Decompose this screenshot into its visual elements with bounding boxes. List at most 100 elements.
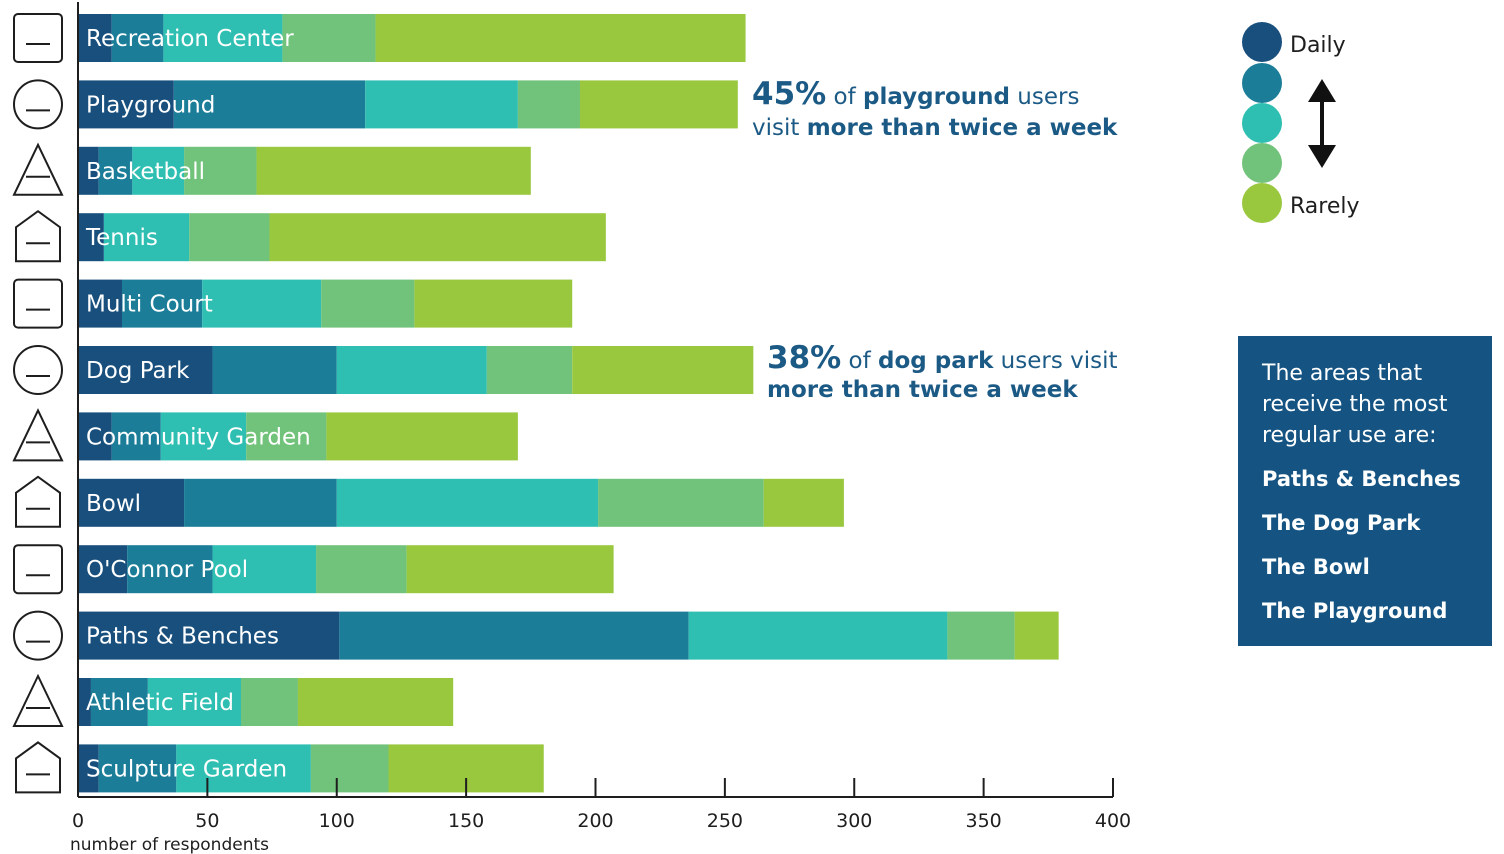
bar-segment: [212, 346, 337, 394]
bar-category-label: Playground: [86, 92, 215, 118]
x-tick-label: 100: [319, 810, 355, 832]
bar-segment: [321, 279, 415, 328]
bar-segment: [336, 478, 599, 527]
multi-court-icon: [13, 278, 63, 329]
bar-segment: [160, 412, 247, 461]
info-box-item: The Bowl: [1262, 555, 1370, 579]
annotation-playground-line1: 45% of playground users: [752, 76, 1079, 112]
playground-icon: [13, 79, 63, 130]
tennis-icon: [15, 209, 61, 263]
x-ticks-layer: 0 50 100 150 200 250 300 350 400: [72, 778, 1131, 832]
bar-segment: [406, 545, 614, 594]
bar-segment: [90, 678, 148, 726]
bar-segment: [310, 744, 389, 793]
legend-swatch-1: [1242, 22, 1282, 62]
bar-segment: [326, 412, 518, 461]
x-tick-label: 150: [448, 810, 484, 832]
bar-segment: [78, 14, 112, 62]
info-box-item: The Dog Park: [1262, 511, 1421, 535]
x-tick-label: 300: [836, 810, 872, 832]
sculpture-garden-icon: [15, 741, 61, 794]
bar-segment: [269, 213, 606, 262]
bar-segment: [947, 611, 1015, 660]
paths-benches-icon: [13, 610, 63, 661]
bar-segment: [78, 678, 91, 726]
x-tick-label: 200: [577, 810, 613, 832]
x-tick-label: 50: [195, 810, 219, 832]
annotation-dogpark: 38% of dog park users visit more than tw…: [767, 340, 1118, 403]
bar-segment: [78, 146, 99, 195]
bar-segment: [78, 213, 104, 262]
dog-park-icon: [13, 345, 63, 395]
bar-category-label: Athletic Field: [86, 690, 234, 716]
bar-category-label: Community Garden: [86, 424, 311, 450]
bar-segment: [256, 146, 531, 195]
bowl-icon: [15, 475, 61, 528]
bar-segment: [103, 213, 190, 262]
info-box-intro: The areas that receive the most regular …: [1262, 358, 1482, 451]
bar-segment: [297, 678, 454, 726]
bar-category-label: Multi Court: [86, 292, 213, 318]
icons-layer: [12, 13, 64, 794]
bar-segment: [78, 545, 128, 594]
bar-segment: [111, 14, 164, 62]
bar-segment: [202, 279, 322, 328]
info-box-intro-line1: The areas that: [1262, 361, 1423, 386]
bar-segment: [78, 279, 122, 328]
bar-segment: [184, 146, 257, 195]
bar-segment: [339, 611, 689, 660]
bar-segment: [375, 14, 746, 62]
x-tick-label: 0: [72, 810, 84, 832]
annotation-dogpark-line2: more than twice a week: [767, 377, 1078, 403]
annotation-playground-line2: visit more than twice a week: [752, 115, 1118, 141]
bar-segment: [282, 14, 376, 62]
bar-segment: [78, 744, 99, 793]
bar-segment: [189, 213, 270, 262]
bar-segment: [572, 346, 754, 394]
legend-daily-label: Daily: [1290, 33, 1346, 58]
legend-rarely-label: Rarely: [1290, 194, 1360, 219]
x-tick-label: 400: [1095, 810, 1131, 832]
bar-category-label: Paths & Benches: [86, 624, 279, 650]
x-axis-title: number of respondents: [70, 835, 269, 854]
bar-segment: [98, 744, 177, 793]
bar-segment: [414, 279, 573, 328]
bar-segment: [246, 412, 327, 461]
bar-segment: [176, 744, 311, 793]
x-tick-label: 350: [965, 810, 1001, 832]
community-garden-icon: [12, 408, 64, 462]
bar-segment: [78, 80, 174, 129]
bar-segment: [486, 346, 573, 394]
bar-segment: [163, 14, 283, 62]
bar-segment: [598, 478, 764, 527]
info-box: The areas that receive the most regular …: [1238, 336, 1492, 646]
info-box-list: Paths & Benches The Dog Park The Bowl Th…: [1262, 457, 1482, 633]
bar-segment: [173, 80, 366, 129]
bar-segment: [336, 346, 487, 394]
bar-segment: [365, 80, 518, 129]
bar-segment: [241, 678, 298, 726]
bar-segment: [121, 279, 203, 328]
x-tick-label: 250: [707, 810, 743, 832]
bar-category-label: Bowl: [86, 491, 141, 517]
info-box-intro-line2: receive the most: [1262, 392, 1448, 417]
bar-segment: [78, 478, 185, 527]
bar-segment: [316, 545, 407, 594]
bar-segment: [132, 146, 185, 195]
annotation-dogpark-line1: 38% of dog park users visit: [767, 340, 1118, 376]
bar-segment: [98, 146, 133, 195]
bar-segment: [212, 545, 317, 594]
bar-segment: [111, 412, 161, 461]
basketball-icon: [12, 142, 64, 196]
legend-swatch-5: [1242, 183, 1282, 223]
bar-segment: [517, 80, 580, 129]
pool-icon: [13, 544, 63, 595]
bar-category-label: Tennis: [85, 225, 158, 251]
info-box-item: The Playground: [1262, 599, 1448, 623]
bar-segment: [127, 545, 213, 594]
bar-segment: [763, 478, 844, 527]
bar-segment: [579, 80, 738, 129]
bar-category-label: O'Connor Pool: [86, 557, 248, 583]
bar-category-label: Dog Park: [86, 358, 190, 384]
